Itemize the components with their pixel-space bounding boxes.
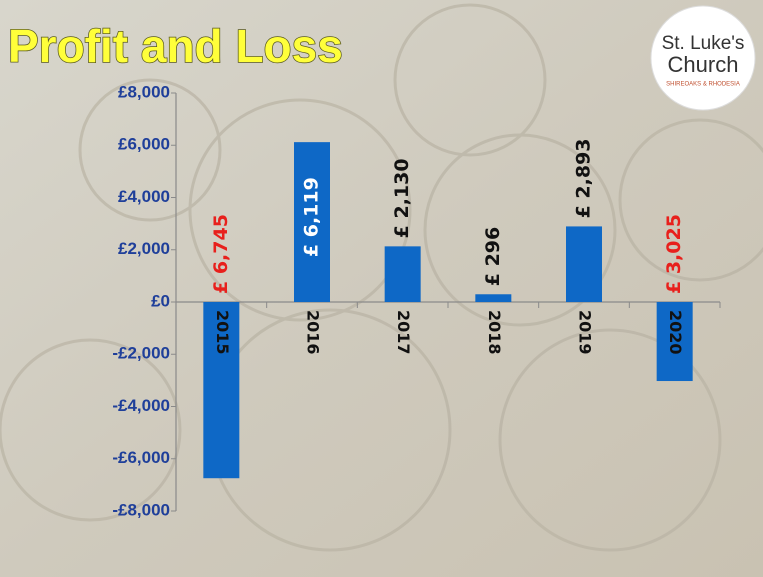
y-tick-label: £8,000 (118, 82, 170, 101)
value-label: £ 6,745 (210, 214, 232, 294)
x-tick-label: 2015 (213, 310, 232, 355)
y-tick-label: -£8,000 (112, 500, 170, 519)
x-tick-label: 2020 (666, 310, 685, 355)
value-label: £ 2,893 (573, 138, 595, 218)
logo-subtitle: SHIREOAKS & RHODESIA (666, 82, 740, 88)
bar (566, 226, 602, 302)
x-tick-label: 2017 (394, 310, 413, 355)
x-tick-label: 2018 (485, 310, 504, 355)
y-tick-label: -£4,000 (112, 396, 170, 415)
value-label: £ 296 (482, 227, 504, 287)
y-tick-label: £6,000 (118, 135, 170, 154)
value-label: £ 3,025 (663, 214, 685, 294)
bar (385, 246, 421, 302)
logo: St. Luke's Church SHIREOAKS & RHODESIA (651, 6, 755, 110)
value-label: £ 6,119 (301, 177, 323, 257)
x-tick-label: 2016 (304, 310, 323, 355)
x-tick-label: 2019 (576, 310, 595, 355)
slide: Profit and Loss St. Luke's Church SHIREO… (0, 0, 763, 577)
bar (475, 294, 511, 302)
y-tick-label: £2,000 (118, 239, 170, 258)
y-tick-label: £4,000 (118, 187, 170, 206)
value-label: £ 2,130 (391, 158, 413, 238)
y-tick-label: -£6,000 (112, 448, 170, 467)
logo-line: Church (668, 52, 739, 77)
y-tick-label: -£2,000 (112, 344, 170, 363)
y-tick-label: £0 (151, 291, 170, 310)
chart-title: Profit and Loss (8, 20, 343, 72)
background (0, 0, 763, 577)
